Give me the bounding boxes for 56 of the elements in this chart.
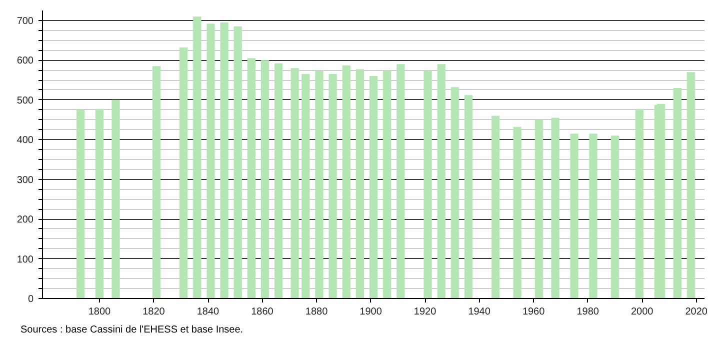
bar	[635, 109, 644, 298]
y-tick-label: 400	[16, 135, 34, 146]
bar	[342, 65, 350, 298]
bar	[437, 64, 446, 298]
bar	[247, 58, 256, 298]
bar	[464, 95, 473, 298]
bar	[450, 87, 459, 298]
bar	[220, 22, 228, 298]
x-tick-label: 1840	[196, 306, 220, 318]
bar	[673, 88, 682, 298]
bar	[589, 134, 598, 298]
bar	[302, 74, 310, 298]
bar	[315, 70, 324, 298]
bar	[369, 76, 378, 298]
bar	[234, 26, 242, 298]
x-tick-label: 1920	[414, 306, 437, 318]
source-note: Sources : base Cassini de l'EHESS et base Insee.	[20, 324, 244, 336]
y-tick-label: 700	[16, 16, 34, 27]
x-tick-label: 1900	[360, 306, 382, 318]
bar	[76, 110, 85, 298]
x-tick-label: 1860	[251, 306, 274, 318]
bar	[290, 68, 299, 298]
y-tick-label: 0	[28, 294, 34, 305]
y-tick-label: 600	[16, 56, 34, 67]
bar	[396, 64, 405, 298]
bar	[180, 47, 188, 298]
bar	[328, 74, 337, 298]
x-tick-label: 2020	[685, 306, 708, 318]
bar	[356, 69, 364, 298]
x-tick-label: 1880	[305, 306, 328, 318]
y-tick-label: 200	[16, 214, 34, 226]
bar	[492, 116, 500, 298]
bar	[274, 63, 283, 298]
y-tick-label: 500	[16, 95, 34, 106]
y-tick-label: 100	[16, 254, 34, 266]
bar	[382, 70, 392, 298]
bar	[193, 16, 202, 298]
bar	[686, 72, 696, 298]
bar	[152, 66, 161, 298]
y-tick-label: 300	[16, 174, 34, 186]
bar	[534, 120, 544, 298]
bar	[424, 70, 432, 298]
bar	[610, 136, 620, 298]
bar	[260, 60, 270, 298]
bar	[112, 100, 120, 298]
x-tick-label: 2000	[630, 306, 654, 318]
x-tick-label: 1820	[142, 306, 166, 318]
bar	[570, 134, 578, 298]
x-tick-label: 1960	[522, 306, 546, 318]
bar	[513, 126, 522, 298]
x-tick-label: 1940	[468, 306, 491, 318]
x-tick-label: 1980	[576, 306, 600, 318]
bar	[95, 109, 104, 298]
bar	[551, 118, 560, 298]
x-tick-label: 1800	[88, 306, 112, 318]
bar	[206, 24, 215, 298]
